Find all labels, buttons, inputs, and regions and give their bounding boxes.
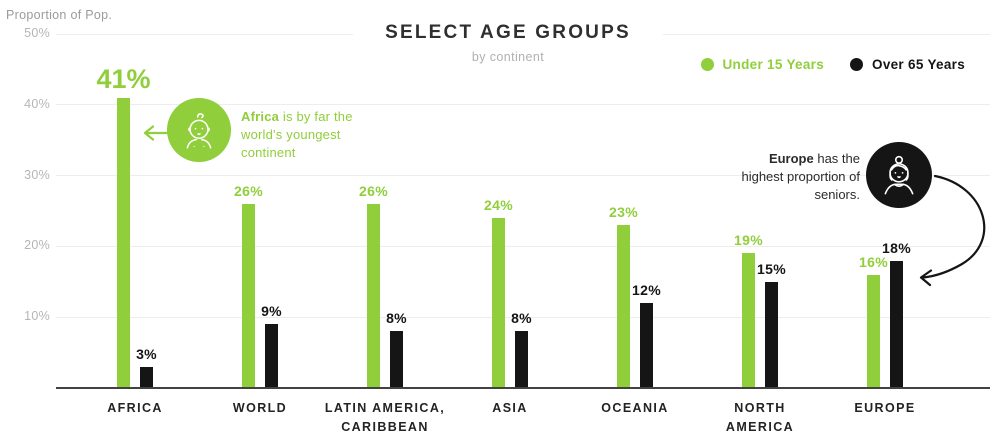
bar-under-15 (492, 218, 505, 388)
value-label-over-65: 12% (632, 282, 661, 299)
europe-annotation-bold: Europe (768, 151, 814, 166)
value-label-under-15: 19% (734, 232, 763, 249)
bar-over-65 (515, 331, 528, 388)
legend-label: Over 65 Years (872, 57, 965, 72)
legend-item-over-65: Over 65 Years (850, 57, 965, 72)
africa-annotation-circle (167, 98, 231, 162)
bar-over-65 (890, 260, 903, 388)
title-block: SELECT AGE GROUPS by continent (353, 18, 663, 70)
chart-subtitle: by continent (471, 50, 545, 64)
value-label-over-65: 8% (511, 310, 532, 327)
bar-over-65 (140, 366, 153, 388)
value-label-over-65: 9% (261, 303, 282, 320)
africa-annotation-rest: is by far the world's youngest continent (241, 109, 353, 161)
legend-item-under-15: Under 15 Years (700, 57, 825, 72)
category-label: ASIA (492, 401, 528, 415)
elderly-woman-icon (884, 155, 914, 195)
y-tick-label-30: 30% (24, 167, 50, 182)
legend-label: Under 15 Years (722, 57, 825, 72)
africa-annotation-text: Africa is by far the world's youngest co… (241, 108, 377, 163)
bar-under-15 (367, 203, 380, 388)
value-label-over-65: 15% (757, 260, 786, 277)
baby-icon (186, 113, 212, 149)
value-label-under-15: 16% (859, 253, 888, 270)
y-tick-label-50: 50% (24, 26, 50, 40)
bar-over-65 (265, 324, 278, 388)
category-label: NORTH AMERICA (725, 401, 795, 434)
legend-dot (850, 58, 864, 71)
bar-under-15 (242, 203, 255, 388)
bar-under-15 (742, 253, 755, 388)
y-tick-label-20: 20% (24, 238, 50, 253)
legend-dot (700, 58, 714, 71)
x-axis-line (56, 387, 990, 389)
europe-annotation-rest: has the highest proportion of seniors. (741, 151, 860, 203)
value-label-under-15: 23% (609, 204, 638, 221)
bar-under-15 (617, 225, 630, 388)
y-axis-title: Proportion of Pop. (6, 8, 113, 22)
y-tick-label-10: 10% (24, 309, 50, 324)
value-label-under-15: 26% (359, 182, 388, 199)
value-label-under-15: 24% (484, 197, 513, 214)
chart-title: SELECT AGE GROUPS (385, 22, 631, 43)
value-label-under-15: 41% (96, 63, 151, 94)
value-label-under-15: 26% (234, 182, 263, 199)
bar-over-65 (390, 331, 403, 388)
value-label-over-65: 3% (136, 345, 157, 362)
europe-annotation-text: Europe has the highest proportion of sen… (736, 150, 860, 205)
africa-annotation-bold: Africa (241, 109, 280, 124)
gridline-30 (56, 175, 990, 177)
value-label-over-65: 8% (386, 310, 407, 327)
gridline-40 (56, 104, 990, 106)
europe-annotation-circle (866, 142, 932, 208)
bar-under-15 (867, 274, 880, 388)
value-label-over-65: 18% (882, 239, 911, 256)
y-tick-label-40: 40% (24, 96, 50, 111)
gridline-20 (56, 245, 990, 247)
category-label: EUROPE (854, 401, 916, 415)
category-label: WORLD (232, 401, 288, 415)
bar-over-65 (640, 303, 653, 388)
category-label: AFRICA (107, 401, 163, 415)
bar-under-15 (117, 97, 130, 388)
bar-over-65 (765, 281, 778, 388)
category-label: LATIN AMERICA, CARIBBEAN (324, 401, 446, 434)
gridline-10 (56, 316, 990, 318)
legend: Under 15 Years Over 65 Years (700, 57, 966, 72)
category-label: OCEANIA (601, 401, 669, 415)
